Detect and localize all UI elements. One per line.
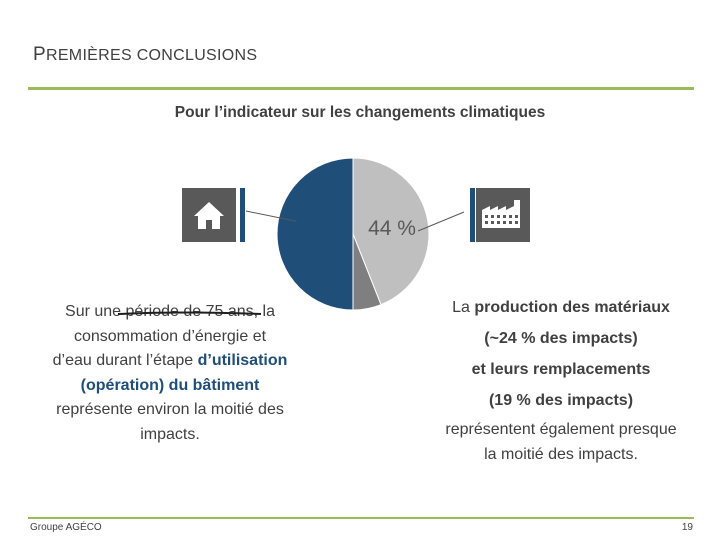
footer-organization: Groupe AGÉCO [30,522,102,533]
right-description: La production des matériaux (~24 % des i… [420,292,702,466]
footer-divider [28,517,694,519]
right-line-2: (~24 % des impacts) [484,330,638,347]
title-divider [28,87,694,90]
left-line-1: Sur une période de 75 ans, la [65,303,275,320]
left-line-4: (opération) du bâtiment [80,376,260,394]
left-line-5: représente environ la moitié des [56,401,284,418]
factory-icon [476,188,530,242]
pie-slice-autres [352,233,382,311]
right-line-6: la moitié des impacts. [484,446,638,463]
left-line-3: d’eau durant l’étape d’utilisation [52,352,288,369]
factory-accent-bar [470,188,475,242]
pie-label-utilisation: 50 % [294,217,342,240]
right-line-1: La production des matériaux [452,299,670,316]
chart-subtitle: Pour l’indicateur sur les changements cl… [174,104,546,121]
leader-line-left [245,210,301,223]
house-accent-bar [240,188,245,242]
pie-slice-materiaux [352,157,430,306]
pie-label-materiaux: 44 % [368,217,416,240]
slide-title: PREMIÈRES CONCLUSIONS [33,44,258,65]
right-line-3: et leurs remplacements [471,361,651,378]
pie-slice-utilisation [276,157,354,311]
page-number: 19 [681,522,693,533]
underline-swoosh [117,311,262,315]
right-line-4: (19 % des impacts) [488,392,634,409]
leader-line-right [417,211,465,232]
right-line-5: représentent également presque [445,421,677,438]
left-line-2: consommation d’énergie et [73,327,267,345]
left-line-6: impacts. [140,425,200,443]
house-icon [182,188,245,242]
left-description: Sur une période de 75 ans, la consommati… [22,300,318,447]
